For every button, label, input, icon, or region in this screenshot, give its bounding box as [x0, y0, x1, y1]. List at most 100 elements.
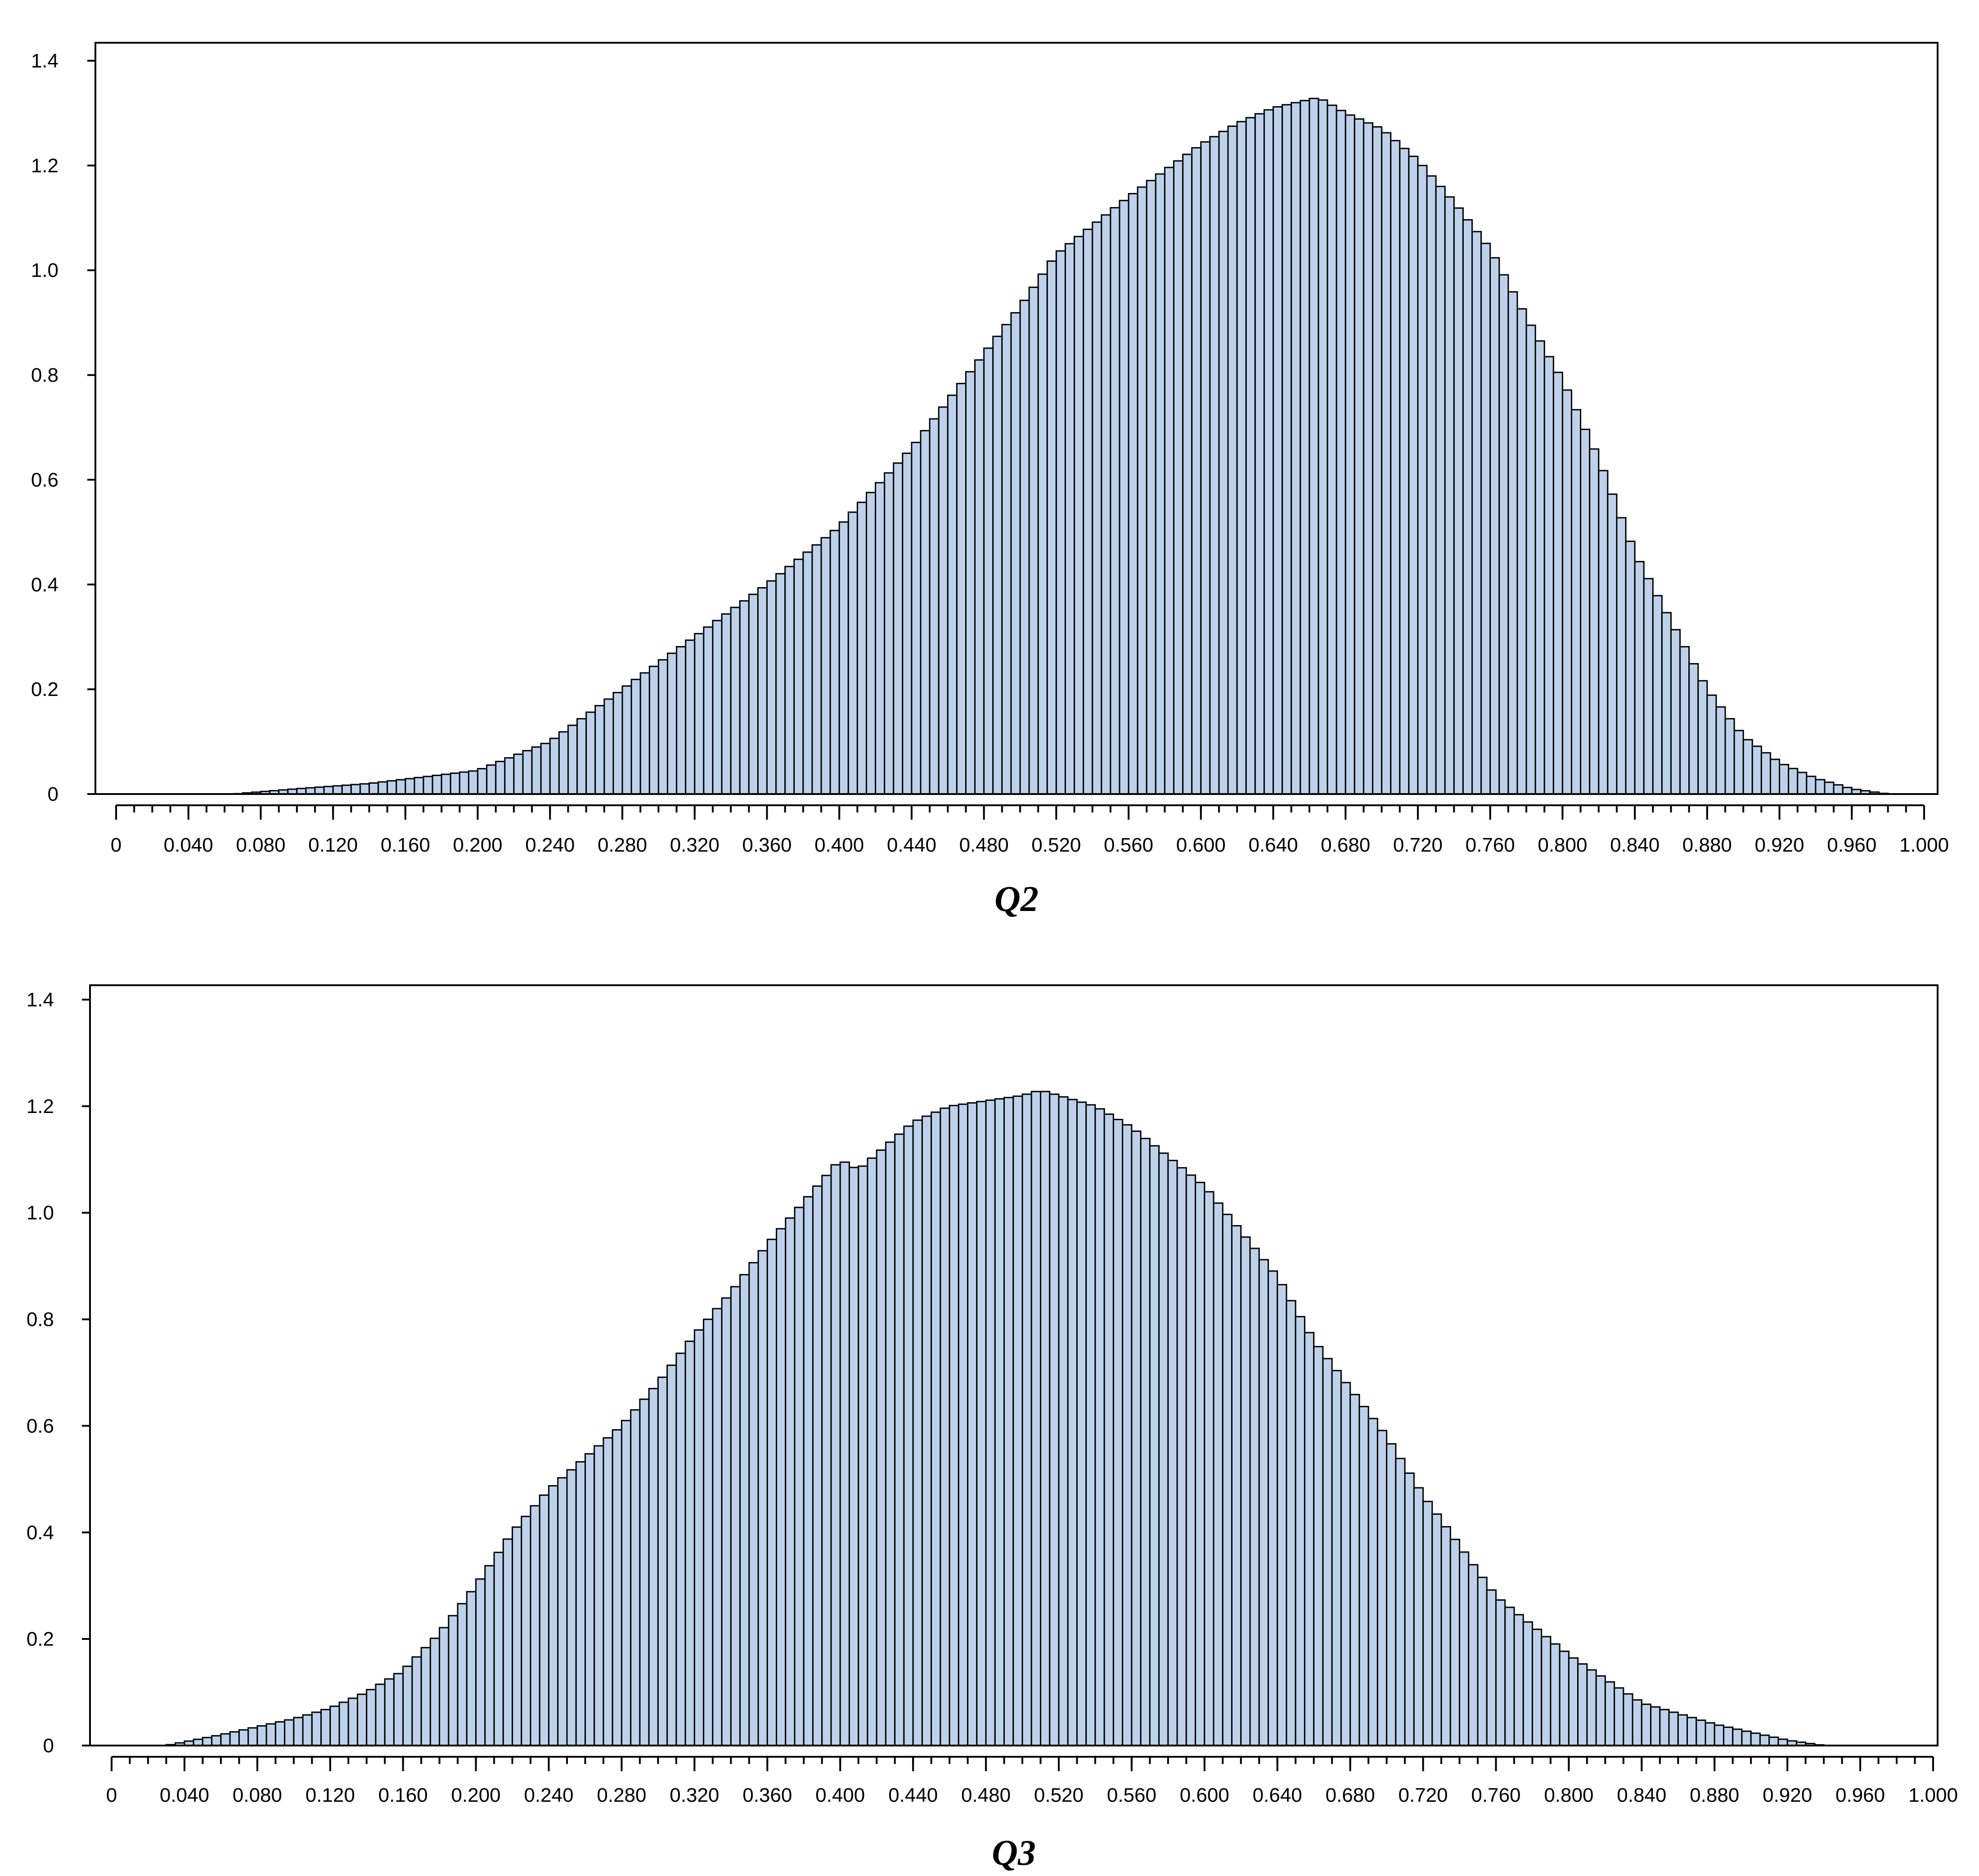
histogram-bar [1030, 1091, 1041, 1746]
x-tick-label: 0.080 [236, 834, 285, 856]
histogram-bar [1652, 595, 1663, 795]
histogram-bar [1345, 114, 1355, 795]
histogram-bar [1661, 612, 1672, 795]
x-axis-label: Q2 [994, 880, 1039, 919]
histogram-bar [865, 492, 877, 795]
x-tick-label: 0.520 [1034, 1784, 1084, 1806]
histogram-bar [685, 639, 696, 795]
x-tick-label: 1.000 [1908, 1784, 1958, 1806]
histogram-bar [1245, 117, 1256, 795]
histogram-bar [1267, 1270, 1278, 1746]
histogram-bar [1085, 1104, 1096, 1746]
histogram-bar [356, 1693, 368, 1746]
x-tick-label: 0.240 [524, 1784, 573, 1806]
q2-histogram-panel: 0 0.2 0.4 0.6 0.8 1.0 1.2 1.4 0 0.040 0.080 0.120 0.… [31, 42, 1949, 919]
histogram-bar [1632, 1699, 1642, 1746]
histogram-bar [856, 502, 867, 795]
histogram-bar [1616, 517, 1627, 795]
histogram-bar [1462, 219, 1473, 795]
histogram-bar [341, 784, 352, 795]
histogram-bar [1614, 1687, 1624, 1746]
histogram-bar [812, 1185, 823, 1746]
histogram-bar [1426, 175, 1437, 795]
histogram-bar [1768, 1736, 1779, 1746]
histogram-bar [305, 787, 316, 795]
histogram-bar [666, 652, 678, 795]
histogram-bar [256, 1725, 267, 1746]
histogram-bar [1797, 772, 1808, 795]
histogram-bar [457, 1603, 468, 1746]
histogram-bar [1155, 173, 1165, 795]
histogram-bar [612, 1429, 622, 1746]
histogram-bar [366, 1689, 377, 1746]
histogram-bar [475, 1578, 486, 1746]
x-tick-label: 0.520 [1031, 834, 1081, 856]
histogram-bar [229, 1731, 240, 1746]
x-tick-label: 0.760 [1471, 1784, 1520, 1806]
histogram-bar [675, 1352, 686, 1746]
x-tick-label: 0.840 [1610, 834, 1660, 856]
histogram-bar [311, 1711, 322, 1746]
histogram-bar [359, 783, 370, 795]
histogram-bar [1480, 242, 1491, 795]
histogram-bar [1408, 155, 1419, 795]
histogram-bar [1395, 1458, 1406, 1746]
histogram-bar [1149, 1145, 1160, 1746]
histogram-bar [414, 776, 424, 795]
histogram-bar [1625, 540, 1636, 795]
histogram-bar [1200, 141, 1211, 795]
x-tick-label: 0.840 [1617, 1784, 1666, 1806]
histogram-bar [1714, 1724, 1724, 1746]
histogram-bar [375, 1683, 386, 1746]
histogram-bar [512, 1526, 522, 1746]
histogram-bar [202, 1737, 213, 1746]
histogram-bar [1742, 739, 1753, 795]
histogram-bar [466, 1591, 477, 1746]
histogram-bar [965, 371, 976, 795]
histogram-bar [794, 1207, 805, 1746]
histogram-bar [238, 1729, 249, 1746]
x-tick-label: 0.680 [1321, 834, 1370, 856]
histogram-bar [1471, 231, 1482, 795]
x-tick-label: 0.560 [1107, 1784, 1156, 1806]
y-tick-label: 0.6 [27, 1415, 54, 1437]
histogram-bar [1067, 1099, 1078, 1746]
x-tick-label: 0.120 [308, 834, 358, 856]
histogram-bar [1176, 1167, 1187, 1746]
histogram-bar [721, 1297, 732, 1746]
histogram-bar [1209, 136, 1220, 795]
y-tick-label: 0 [48, 783, 58, 805]
histogram-bar [1444, 196, 1455, 795]
histogram-bar [1598, 470, 1609, 795]
histogram-bar [1724, 718, 1735, 795]
x-tick-label: 0.600 [1180, 1784, 1229, 1806]
x-tick-label: 0.720 [1399, 1784, 1448, 1806]
histogram-bar [630, 678, 641, 795]
histogram-bar [630, 1409, 641, 1746]
histogram-bar [1282, 104, 1292, 795]
histogram-bar [1037, 273, 1048, 795]
histogram-bar [314, 786, 325, 795]
histogram-bar [1304, 1332, 1315, 1746]
histogram-bar [396, 779, 406, 795]
histogram-bar [1322, 1358, 1333, 1746]
x-tick-label: 0.360 [742, 1784, 792, 1806]
histogram-bar [575, 1461, 586, 1746]
histogram-bar [811, 544, 822, 795]
histogram-bar [757, 1250, 768, 1746]
x-tick-label: 0.880 [1690, 1784, 1739, 1806]
histogram-bar [405, 778, 415, 795]
histogram-bar [1074, 236, 1084, 795]
histogram-bar [639, 672, 650, 795]
x-tick-label: 0.600 [1176, 834, 1226, 856]
histogram-bar [220, 1733, 231, 1746]
y-tick-label: 0.8 [31, 364, 58, 386]
histogram-bar [974, 359, 985, 795]
histogram-bar [1291, 102, 1301, 795]
histogram-bar [1431, 1513, 1442, 1746]
histogram-bar [693, 1329, 705, 1746]
histogram-bar [1358, 1405, 1369, 1746]
x-tick-label: 0.640 [1248, 834, 1298, 856]
x-tick-label: 0.160 [381, 834, 430, 856]
